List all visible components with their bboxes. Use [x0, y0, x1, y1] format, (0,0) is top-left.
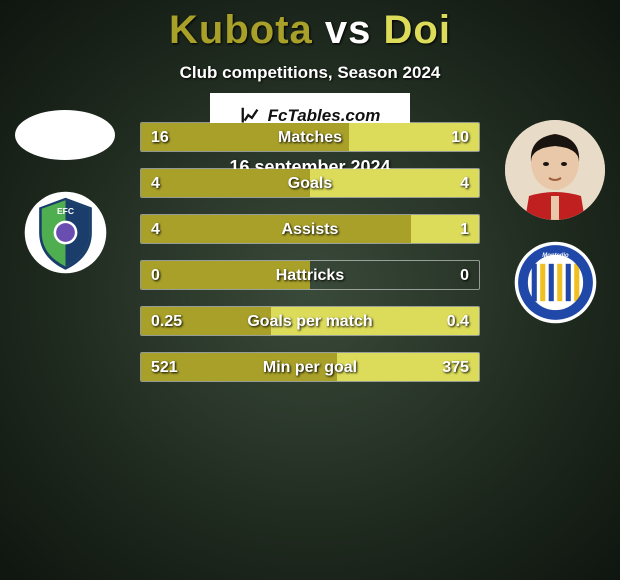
stat-label: Goals — [141, 169, 479, 197]
player1-avatar-placeholder — [15, 110, 115, 160]
player1-column: EFC — [10, 110, 120, 275]
player2-column: Montedio — [500, 120, 610, 325]
player1-name: Kubota — [169, 8, 313, 52]
vs-text: vs — [325, 8, 372, 52]
player2-name: Doi — [384, 8, 451, 52]
player2-avatar — [505, 120, 605, 220]
stat-row: 41Assists — [140, 214, 480, 244]
stat-label: Matches — [141, 123, 479, 151]
stat-row: 521375Min per goal — [140, 352, 480, 382]
subtitle: Club competitions, Season 2024 — [0, 63, 620, 83]
stats-container: 1610Matches 44Goals 41Assists 00Hattricks 0.… — [140, 122, 480, 398]
player1-club-badge: EFC — [23, 190, 108, 275]
svg-text:Montedio: Montedio — [542, 253, 569, 259]
stat-row: 00Hattricks — [140, 260, 480, 290]
player2-club-badge: Montedio — [513, 240, 598, 325]
stat-label: Goals per match — [141, 307, 479, 335]
stat-label: Assists — [141, 215, 479, 243]
stat-label: Hattricks — [141, 261, 479, 289]
stat-label: Min per goal — [141, 353, 479, 381]
stat-row: 0.250.4Goals per match — [140, 306, 480, 336]
stat-row: 1610Matches — [140, 122, 480, 152]
svg-text:EFC: EFC — [56, 206, 73, 216]
comparison-title: Kubota vs Doi — [0, 0, 620, 53]
stat-row: 44Goals — [140, 168, 480, 198]
